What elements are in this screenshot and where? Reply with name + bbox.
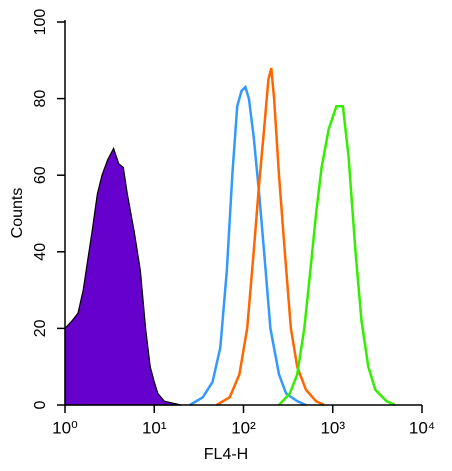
y-tick-label: 0: [32, 400, 49, 409]
y-tick-label: 20: [32, 319, 49, 337]
x-tick-label: 10³: [320, 418, 345, 437]
line: [215, 67, 325, 407]
y-tick-label: 40: [32, 243, 49, 261]
y-tick-label: 60: [32, 166, 49, 184]
y-axis-label: Counts: [9, 188, 26, 239]
x-tick-label: 10¹: [142, 418, 167, 437]
x-tick-label: 10⁴: [409, 418, 435, 437]
area: [64, 146, 182, 406]
y-tick-label: 80: [32, 90, 49, 108]
x-tick-label: 10⁰: [52, 418, 78, 437]
line: [278, 105, 396, 407]
x-axis-label: FL4-H: [204, 446, 248, 463]
x-tick-label: 10²: [231, 418, 256, 437]
line: [189, 84, 307, 407]
y-tick-label: 100: [32, 9, 49, 36]
